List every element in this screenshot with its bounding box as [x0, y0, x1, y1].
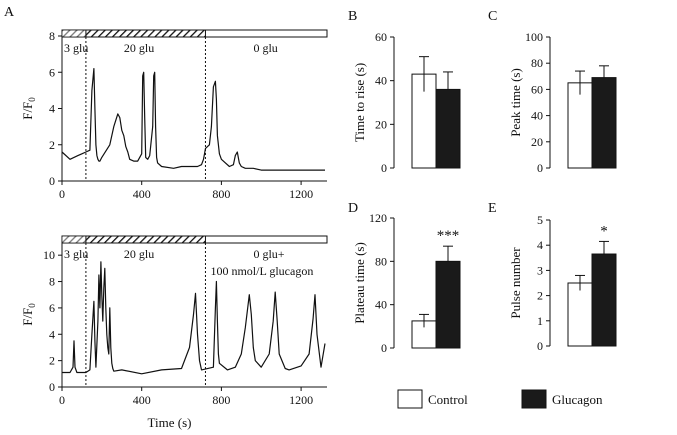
x-tick-label: 1200 [289, 187, 313, 201]
protocol-20glu-segment [85, 29, 206, 38]
y-tick-label: 0 [49, 380, 55, 394]
y-axis-label: F/F0 [20, 97, 37, 120]
panel-d: 0 40 80 120 Plateau time (s) *** [352, 211, 461, 355]
y-tick-label: 60 [375, 30, 387, 44]
y-tick-label: 0 [381, 341, 387, 355]
y-tick-label: 120 [369, 211, 387, 225]
y-tick-label: 4 [49, 327, 55, 341]
panel-letter-a: A [4, 5, 15, 20]
label-20glu: 20 glu [124, 41, 154, 55]
y-tick-label: 8 [49, 29, 55, 43]
panel-a-top: 0 2 4 6 8 0 400 800 1200 F/F0 3 glu 20 glu 0 glu [20, 29, 328, 201]
y-axis-label: Time to rise (s) [352, 63, 367, 142]
legend-glucagon-swatch [521, 389, 547, 409]
x-tick-label: 1200 [289, 393, 313, 407]
y-tick-label: 40 [375, 74, 387, 88]
y-tick-label: 2 [537, 289, 543, 303]
y-axis-label: Plateau time (s) [352, 242, 367, 324]
label-0glu: 0 glu+ [253, 247, 284, 261]
y-tick-label: 3 [537, 263, 543, 277]
y-tick-label: 80 [375, 254, 387, 268]
calcium-trace [61, 67, 325, 171]
y-tick-label: 4 [49, 102, 55, 116]
panel-letter-b: B [348, 9, 357, 24]
y-axis-label: Pulse number [508, 247, 523, 319]
legend: Control Glucagon [397, 389, 603, 409]
y-tick-label: 80 [531, 56, 543, 70]
panel-b: 0 20 40 60 Time to rise (s) [352, 30, 461, 175]
significance-marker: * [600, 223, 608, 239]
y-tick-label: 5 [537, 213, 543, 227]
y-axis-label: F/F0 [20, 303, 37, 326]
bar-glucagon [435, 88, 461, 169]
label-20glu: 20 glu [124, 247, 154, 261]
y-tick-label: 20 [531, 135, 543, 149]
protocol-3glu-segment [61, 29, 87, 38]
x-axis-label: Time (s) [148, 415, 192, 430]
y-tick-label: 0 [381, 161, 387, 175]
panel-c: 0 20 40 60 80 100 Peak time (s) [508, 30, 617, 175]
y-tick-label: 40 [531, 109, 543, 123]
y-tick-label: 0 [49, 174, 55, 188]
legend-control-swatch [397, 389, 423, 409]
x-tick-label: 0 [59, 187, 65, 201]
y-tick-label: 100 [525, 30, 543, 44]
panel-letter-c: C [488, 9, 497, 24]
y-tick-label: 10 [43, 248, 55, 262]
bar-control [567, 82, 593, 169]
y-tick-label: 4 [537, 238, 543, 252]
y-tick-label: 8 [49, 275, 55, 289]
label-3glu: 3 glu [64, 247, 88, 261]
significance-marker: *** [437, 228, 460, 244]
x-tick-label: 800 [212, 187, 230, 201]
y-tick-label: 20 [375, 117, 387, 131]
bar-glucagon [591, 253, 617, 347]
y-axis-label: Peak time (s) [508, 68, 523, 137]
y-tick-label: 0 [537, 339, 543, 353]
x-tick-label: 800 [212, 393, 230, 407]
calcium-trace [62, 261, 326, 375]
y-tick-label: 6 [49, 301, 55, 315]
bar-glucagon [591, 77, 617, 169]
bar-glucagon [435, 260, 461, 349]
protocol-3glu-segment [61, 235, 87, 244]
label-3glu: 3 glu [64, 41, 88, 55]
x-tick-label: 400 [133, 393, 151, 407]
y-tick-label: 0 [537, 161, 543, 175]
protocol-20glu-segment [85, 235, 206, 244]
y-tick-label: 2 [49, 138, 55, 152]
y-tick-label: 1 [537, 314, 543, 328]
panel-e: 0 1 2 3 4 5 Pulse number * [508, 213, 617, 353]
label-glucagon: 100 nmol/L glucagon [210, 264, 313, 278]
legend-control-label: Control [428, 392, 468, 407]
panel-a-bottom: 0 2 4 6 8 10 0 400 800 1200 F/F0 Time (s) 3 glu 20 gl… [20, 235, 328, 430]
y-tick-label: 40 [375, 298, 387, 312]
legend-glucagon-label: Glucagon [552, 392, 603, 407]
label-0glu: 0 glu [253, 41, 277, 55]
panel-letter-d: D [348, 201, 358, 216]
y-tick-label: 6 [49, 65, 55, 79]
y-tick-label: 2 [49, 354, 55, 368]
x-tick-label: 0 [59, 393, 65, 407]
bar-control [567, 282, 593, 347]
x-tick-label: 400 [133, 187, 151, 201]
y-tick-label: 60 [531, 82, 543, 96]
panel-letter-e: E [488, 201, 497, 216]
